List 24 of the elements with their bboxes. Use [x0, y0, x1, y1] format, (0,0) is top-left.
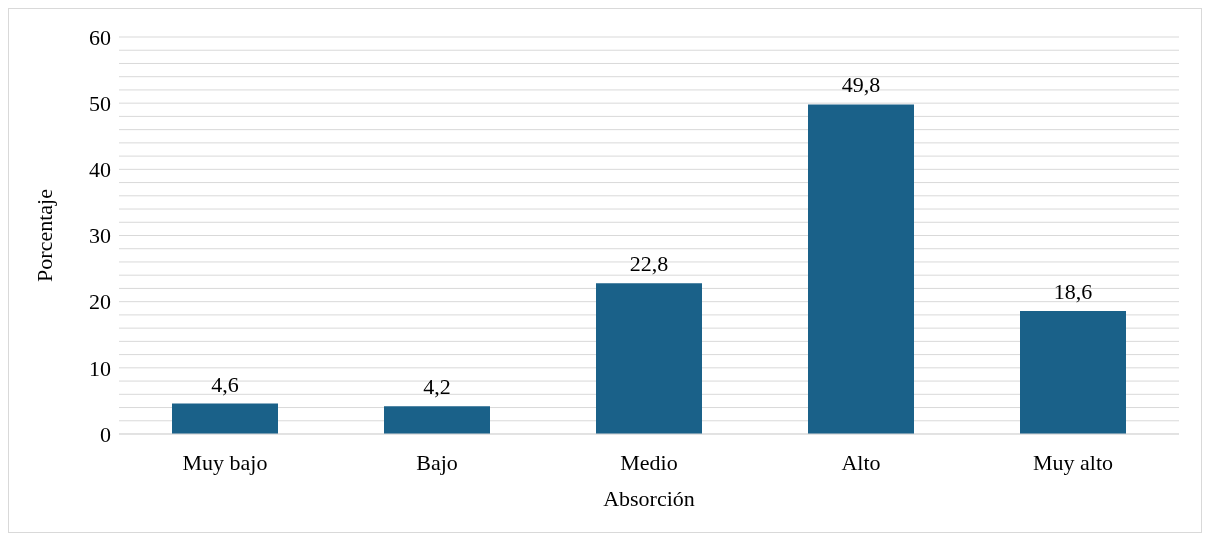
- y-tick-label: 30: [89, 223, 111, 249]
- data-label: 18,6: [1053, 278, 1093, 304]
- bar: [384, 406, 490, 434]
- y-axis-title: Porcentaje: [31, 189, 57, 282]
- y-tick-label: 40: [89, 157, 111, 183]
- x-tick-label: Muy bajo: [182, 449, 268, 475]
- data-label: 4,2: [423, 374, 451, 400]
- y-tick-label: 60: [89, 24, 111, 50]
- data-label: 49,8: [841, 72, 881, 98]
- data-label: 22,8: [629, 251, 669, 277]
- x-tick-label: Medio: [620, 449, 678, 475]
- x-tick-label: Alto: [841, 449, 881, 475]
- bar: [596, 283, 702, 434]
- y-tick-label: 0: [100, 421, 111, 447]
- bar: [172, 403, 278, 434]
- y-tick-label: 20: [89, 289, 111, 315]
- x-axis-title: Absorción: [603, 486, 695, 511]
- y-tick-label: 10: [89, 355, 111, 381]
- data-label: 4,6: [211, 371, 239, 397]
- bar: [1020, 310, 1126, 434]
- x-tick-label: Bajo: [416, 449, 458, 475]
- bar: [808, 104, 914, 434]
- x-tick-label: Muy alto: [1032, 449, 1114, 475]
- y-tick-label: 50: [89, 90, 111, 116]
